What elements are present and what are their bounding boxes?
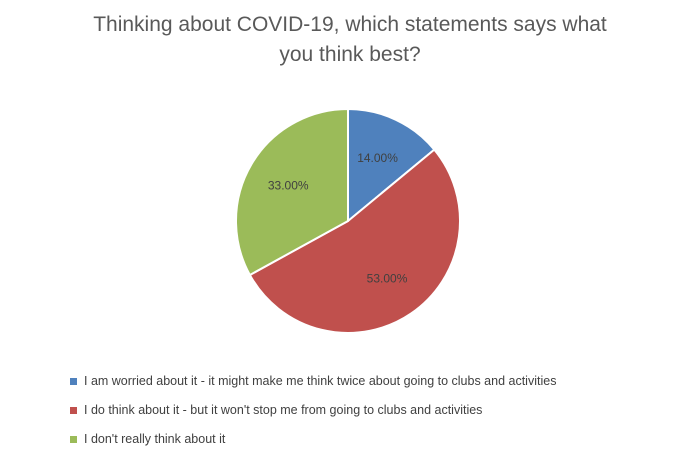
legend-swatch-dont-think: [70, 435, 77, 443]
legend-swatch-think-about-it: [70, 406, 77, 414]
legend-label-dont-think: I don't really think about it: [84, 432, 226, 446]
pie-slices: [235, 107, 462, 334]
legend-label-worried: I am worried about it - it might make me…: [84, 374, 557, 388]
chart-title-line-2: you think best?: [279, 43, 421, 66]
chart-title-line-1: Thinking about COVID-19, which statement…: [93, 13, 607, 36]
pie-labels: 14.00% 53.00% 33.00%: [268, 151, 408, 285]
data-label-dont-think: 33.00%: [268, 179, 309, 193]
legend-label-think-about-it: I do think about it - but it won't stop …: [84, 403, 483, 417]
legend: I am worried about it - it might make me…: [70, 372, 690, 459]
chart-title: Thinking about COVID-19, which statement…: [40, 10, 660, 70]
legend-item-worried: I am worried about it - it might make me…: [70, 372, 690, 390]
pie-slice-worried: [347, 107, 436, 224]
pie-slice-dont-think: [235, 107, 349, 277]
data-label-worried: 14.00%: [357, 151, 398, 165]
legend-item-dont-think: I don't really think about it: [70, 430, 690, 448]
legend-item-think-about-it: I do think about it - but it won't stop …: [70, 401, 690, 419]
legend-swatch-worried: [70, 377, 77, 385]
pie-slice-think-about-it: [248, 148, 462, 334]
data-label-think-about-it: 53.00%: [367, 271, 408, 285]
